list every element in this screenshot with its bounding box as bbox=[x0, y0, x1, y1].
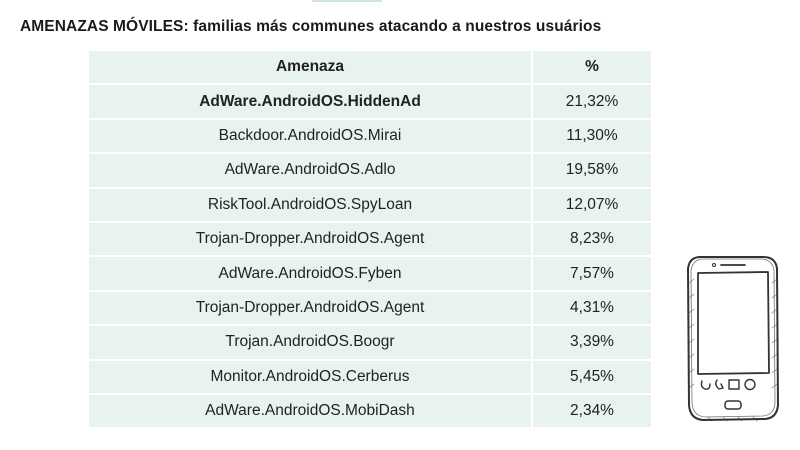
table-row: Trojan-Dropper.AndroidOS.Agent 4,31% bbox=[89, 291, 651, 325]
table-row: AdWare.AndroidOS.Fyben 7,57% bbox=[89, 257, 651, 290]
threat-percent: 12,07% bbox=[533, 188, 651, 221]
table-row: AdWare.AndroidOS.Adlo 19,58% bbox=[89, 154, 651, 187]
header-percent: % bbox=[533, 51, 651, 84]
threat-name: AdWare.AndroidOS.HiddenAd bbox=[89, 85, 533, 118]
threat-percent: 4,31% bbox=[533, 291, 651, 325]
threat-name: Trojan.AndroidOS.Boogr bbox=[89, 326, 533, 359]
threat-percent: 21,32% bbox=[533, 85, 651, 118]
header-threat: Amenaza bbox=[89, 51, 533, 84]
threat-percent: 8,23% bbox=[533, 222, 651, 256]
smartphone-sketch-icon bbox=[687, 256, 779, 422]
threat-percent: 11,30% bbox=[533, 119, 651, 153]
page-title: AMENAZAS MÓVILES: familias más communes … bbox=[20, 18, 601, 36]
table-row: AdWare.AndroidOS.HiddenAd 21,32% bbox=[89, 85, 651, 118]
threat-percent: 5,45% bbox=[533, 360, 651, 393]
threat-name: AdWare.AndroidOS.Adlo bbox=[89, 154, 533, 187]
threat-name: Monitor.AndroidOS.Cerberus bbox=[89, 360, 533, 393]
threats-table: Amenaza % AdWare.AndroidOS.HiddenAd 21,3… bbox=[89, 49, 651, 429]
table-row: Backdoor.AndroidOS.Mirai 11,30% bbox=[89, 119, 651, 153]
table-row: Trojan.AndroidOS.Boogr 3,39% bbox=[89, 326, 651, 359]
threat-name: AdWare.AndroidOS.MobiDash bbox=[89, 394, 533, 428]
threat-name: Trojan-Dropper.AndroidOS.Agent bbox=[89, 291, 533, 325]
threat-percent: 2,34% bbox=[533, 394, 651, 428]
threat-percent: 7,57% bbox=[533, 257, 651, 290]
threat-name: RiskTool.AndroidOS.SpyLoan bbox=[89, 188, 533, 221]
threat-name: AdWare.AndroidOS.Fyben bbox=[89, 257, 533, 290]
threat-name: Backdoor.AndroidOS.Mirai bbox=[89, 119, 533, 153]
threat-percent: 3,39% bbox=[533, 326, 651, 359]
table-row: AdWare.AndroidOS.MobiDash 2,34% bbox=[89, 394, 651, 428]
title-rest: familias más communes atacando a nuestro… bbox=[188, 18, 602, 35]
threat-percent: 19,58% bbox=[533, 154, 651, 187]
table-row: Trojan-Dropper.AndroidOS.Agent 8,23% bbox=[89, 222, 651, 256]
top-accent-line bbox=[312, 0, 382, 2]
table-row: Monitor.AndroidOS.Cerberus 5,45% bbox=[89, 360, 651, 393]
table-header-row: Amenaza % bbox=[89, 51, 651, 84]
title-bold: AMENAZAS MÓVILES: bbox=[20, 18, 189, 35]
threat-name: Trojan-Dropper.AndroidOS.Agent bbox=[89, 222, 533, 256]
table-row: RiskTool.AndroidOS.SpyLoan 12,07% bbox=[89, 188, 651, 221]
